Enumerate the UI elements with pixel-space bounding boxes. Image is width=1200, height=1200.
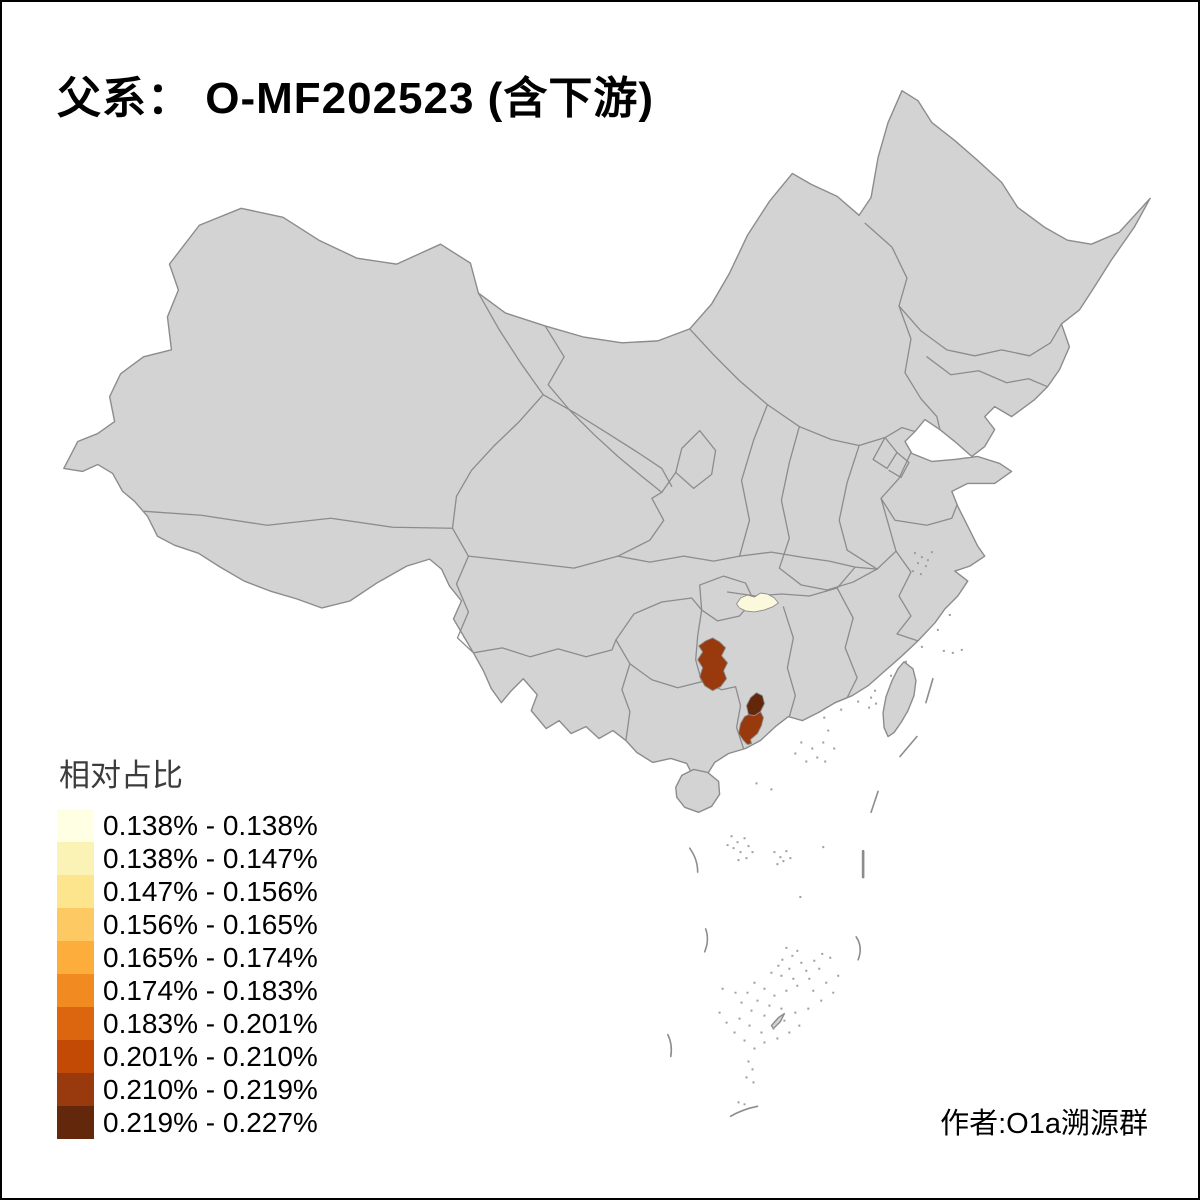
- highlight-region-4: [746, 692, 765, 717]
- legend-label: 0.174% - 0.183%: [103, 974, 318, 1006]
- legend-label: 0.138% - 0.147%: [103, 842, 318, 874]
- sea-dashes: [666, 677, 934, 1118]
- legend-item: 0.219% - 0.227%: [57, 1106, 318, 1139]
- legend-item: 0.156% - 0.165%: [57, 908, 318, 941]
- legend-item: 0.138% - 0.147%: [57, 842, 318, 875]
- highlight-region-2: [697, 637, 729, 692]
- highlight-region-1: [736, 592, 779, 613]
- highlighted-regions: [697, 592, 779, 745]
- legend-label: 0.219% - 0.227%: [103, 1106, 318, 1138]
- page-title: 父系： O-MF202523 (含下游): [57, 74, 654, 123]
- legend-label: 0.138% - 0.138%: [103, 809, 318, 841]
- legend-item: 0.183% - 0.201%: [57, 1007, 318, 1040]
- legend-item: 0.174% - 0.183%: [57, 974, 318, 1007]
- legend-swatch: [57, 1007, 94, 1040]
- legend-label: 0.210% - 0.219%: [103, 1073, 318, 1105]
- legend-swatch: [57, 809, 94, 842]
- legend-swatch: [57, 941, 94, 974]
- legend-items: 0.138% - 0.138% 0.138% - 0.147% 0.147% - 0…: [57, 809, 318, 1139]
- south-sea-islet: [770, 1012, 786, 1030]
- province-borders: [143, 222, 1063, 750]
- highlight-region-3: [738, 711, 764, 745]
- legend-title: 相对占比: [59, 758, 183, 793]
- legend-item: 0.138% - 0.138%: [57, 809, 318, 842]
- legend-swatch: [57, 1040, 94, 1073]
- legend-label: 0.201% - 0.210%: [103, 1040, 318, 1072]
- legend-swatch: [57, 875, 94, 908]
- hainan-island: [675, 768, 721, 813]
- legend-swatch: [57, 1073, 94, 1106]
- legend-swatch: [57, 1106, 94, 1139]
- legend-swatch: [57, 842, 94, 875]
- taiwan-island: [882, 661, 917, 738]
- legend-label: 0.147% - 0.156%: [103, 875, 318, 907]
- legend-item: 0.201% - 0.210%: [57, 1040, 318, 1073]
- legend-label: 0.156% - 0.165%: [103, 908, 318, 940]
- legend-item: 0.210% - 0.219%: [57, 1073, 318, 1106]
- legend: 相对占比 0.138% - 0.138% 0.138% - 0.147% 0.147…: [57, 750, 318, 1139]
- attribution-text: 作者:O1a溯源群: [940, 1108, 1148, 1140]
- legend-label: 0.165% - 0.174%: [103, 941, 318, 973]
- china-mainland: [63, 90, 1151, 792]
- legend-swatch: [57, 974, 94, 1007]
- legend-item: 0.147% - 0.156%: [57, 875, 318, 908]
- legend-swatch: [57, 908, 94, 941]
- legend-item: 0.165% - 0.174%: [57, 941, 318, 974]
- legend-label: 0.183% - 0.201%: [103, 1007, 318, 1039]
